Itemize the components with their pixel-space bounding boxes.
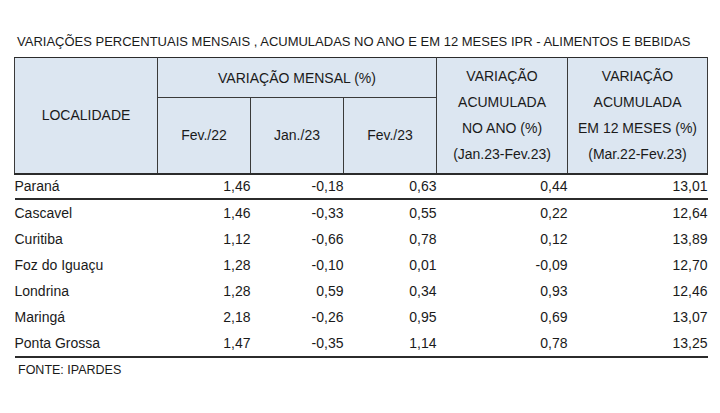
cell-jan23: -0,26 (251, 304, 344, 330)
report-page: VARIAÇÕES PERCENTUAIS MENSAIS , ACUMULAD… (0, 0, 720, 413)
cell-jan23: -0,18 (251, 174, 344, 199)
col-header-fev22: Fev./22 (158, 98, 251, 174)
cell-fev22: 1,28 (158, 252, 251, 278)
cell-acumulada-ano: 0,44 (437, 174, 568, 199)
table-row-curitiba: Curitiba 1,12 -0,66 0,78 0,12 13,89 (15, 226, 708, 252)
col-header-variacao-mensal: VARIAÇÃO MENSAL (%) (158, 58, 437, 98)
cell-acumulada-ano: 0,69 (437, 304, 568, 330)
table-row-ponta-grossa: Ponta Grossa 1,47 -0,35 1,14 0,78 13,25 (15, 330, 708, 357)
cell-acumulada-12m: 12,64 (568, 199, 708, 226)
cell-locality: Curitiba (15, 226, 158, 252)
acumulada-12m-line: (Mar.22-Fev.23) (568, 141, 707, 167)
acumulada-12m-line: ACUMULADA (568, 89, 707, 115)
cell-acumulada-12m: 13,01 (568, 174, 708, 199)
cell-fev23: 0,01 (344, 252, 437, 278)
header-row-groups: LOCALIDADE VARIAÇÃO MENSAL (%) VARIAÇÃO … (15, 58, 708, 98)
cell-acumulada-12m: 13,25 (568, 330, 708, 357)
cell-fev23: 0,78 (344, 226, 437, 252)
cell-fev22: 1,46 (158, 174, 251, 199)
cell-fev22: 1,47 (158, 330, 251, 357)
acumulada-ano-line: NO ANO (%) (437, 115, 567, 141)
cell-jan23: 0,59 (251, 278, 344, 304)
cell-acumulada-12m: 13,89 (568, 226, 708, 252)
cell-acumulada-ano: 0,22 (437, 199, 568, 226)
col-header-fev23: Fev./23 (344, 98, 437, 174)
cell-acumulada-ano: 0,78 (437, 330, 568, 357)
cell-fev22: 1,46 (158, 199, 251, 226)
source-note: FONTE: IPARDES (18, 363, 121, 377)
col-header-acumulada-ano: VARIAÇÃO ACUMULADA NO ANO (%) (Jan.23-Fe… (437, 58, 568, 174)
cell-fev23: 0,34 (344, 278, 437, 304)
cell-locality: Cascavel (15, 199, 158, 226)
acumulada-ano-line: ACUMULADA (437, 89, 567, 115)
table-row-maringa: Maringá 2,18 -0,26 0,95 0,69 13,07 (15, 304, 708, 330)
cell-acumulada-ano: 0,12 (437, 226, 568, 252)
cell-fev23: 1,14 (344, 330, 437, 357)
cell-locality: Foz do Iguaçu (15, 252, 158, 278)
col-header-jan23: Jan./23 (251, 98, 344, 174)
acumulada-12m-line: VARIAÇÃO (568, 63, 707, 89)
cell-locality: Maringá (15, 304, 158, 330)
col-header-acumulada-12-meses: VARIAÇÃO ACUMULADA EM 12 MESES (%) (Mar.… (568, 58, 708, 174)
cell-acumulada-12m: 12,70 (568, 252, 708, 278)
cell-acumulada-ano: 0,93 (437, 278, 568, 304)
cell-acumulada-12m: 12,46 (568, 278, 708, 304)
cell-acumulada-12m: 13,07 (568, 304, 708, 330)
cell-acumulada-ano: -0,09 (437, 252, 568, 278)
ipr-variations-table: LOCALIDADE VARIAÇÃO MENSAL (%) VARIAÇÃO … (14, 57, 708, 358)
cell-jan23: -0,66 (251, 226, 344, 252)
table-row-londrina: Londrina 1,28 0,59 0,34 0,93 12,46 (15, 278, 708, 304)
cell-fev22: 2,18 (158, 304, 251, 330)
cell-jan23: -0,33 (251, 199, 344, 226)
page-title: VARIAÇÕES PERCENTUAIS MENSAIS , ACUMULAD… (17, 34, 691, 49)
table-row-cascavel: Cascavel 1,46 -0,33 0,55 0,22 12,64 (15, 199, 708, 226)
cell-fev23: 0,55 (344, 199, 437, 226)
cell-fev23: 0,95 (344, 304, 437, 330)
acumulada-ano-line: VARIAÇÃO (437, 63, 567, 89)
table-row-foz-do-iguacu: Foz do Iguaçu 1,28 -0,10 0,01 -0,09 12,7… (15, 252, 708, 278)
cell-locality: Ponta Grossa (15, 330, 158, 357)
cell-locality: Paraná (15, 174, 158, 199)
table-row-parana: Paraná 1,46 -0,18 0,63 0,44 13,01 (15, 174, 708, 199)
cell-fev22: 1,12 (158, 226, 251, 252)
cell-locality: Londrina (15, 278, 158, 304)
acumulada-ano-line: (Jan.23-Fev.23) (437, 141, 567, 167)
cell-fev22: 1,28 (158, 278, 251, 304)
acumulada-12m-line: EM 12 MESES (%) (568, 115, 707, 141)
cell-jan23: -0,10 (251, 252, 344, 278)
cell-jan23: -0,35 (251, 330, 344, 357)
col-header-localidade: LOCALIDADE (15, 58, 158, 174)
cell-fev23: 0,63 (344, 174, 437, 199)
